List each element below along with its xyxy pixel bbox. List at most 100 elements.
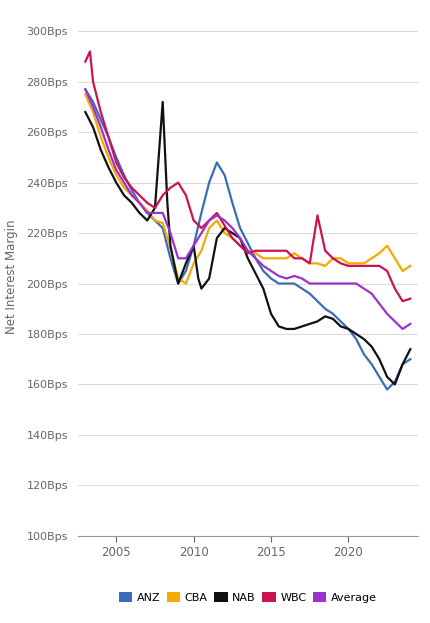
WBC: [183, 191, 188, 199]
ANZ: [276, 280, 281, 287]
WBC: [368, 262, 373, 270]
WBC: [190, 217, 196, 224]
NAB: [137, 209, 142, 217]
NAB: [345, 325, 350, 333]
WBC: [87, 48, 92, 55]
CBA: [98, 133, 103, 141]
CBA: [90, 108, 95, 116]
WBC: [237, 242, 242, 249]
NAB: [164, 199, 169, 207]
NAB: [307, 320, 312, 328]
Average: [106, 146, 111, 154]
Line: Average: Average: [85, 89, 409, 329]
NAB: [368, 343, 373, 350]
NAB: [337, 323, 342, 330]
Y-axis label: Net Interest Margin: Net Interest Margin: [5, 220, 18, 335]
WBC: [221, 222, 227, 229]
Average: [206, 217, 211, 224]
WBC: [152, 204, 157, 212]
ANZ: [299, 285, 304, 292]
NAB: [407, 345, 412, 353]
ANZ: [322, 305, 327, 313]
Average: [129, 191, 134, 199]
WBC: [376, 262, 381, 270]
Average: [175, 255, 180, 262]
NAB: [106, 164, 111, 171]
NAB: [322, 313, 327, 320]
NAB: [195, 275, 200, 282]
CBA: [129, 191, 134, 199]
Average: [283, 275, 289, 282]
Average: [252, 255, 258, 262]
ANZ: [214, 159, 219, 166]
Average: [221, 217, 227, 224]
NAB: [276, 323, 281, 330]
WBC: [283, 247, 289, 254]
Average: [345, 280, 350, 287]
WBC: [252, 247, 258, 254]
NAB: [160, 98, 165, 106]
WBC: [353, 262, 358, 270]
WBC: [167, 184, 172, 191]
Average: [368, 290, 373, 297]
Average: [167, 229, 172, 237]
CBA: [106, 154, 111, 161]
WBC: [214, 209, 219, 217]
Average: [329, 280, 335, 287]
CBA: [276, 255, 281, 262]
WBC: [391, 285, 396, 292]
Average: [276, 272, 281, 280]
CBA: [237, 242, 242, 249]
WBC: [260, 247, 265, 254]
Average: [322, 280, 327, 287]
WBC: [206, 217, 211, 224]
NAB: [167, 242, 172, 249]
CBA: [384, 242, 389, 249]
Average: [391, 318, 396, 325]
CBA: [376, 250, 381, 257]
Average: [183, 255, 188, 262]
NAB: [98, 146, 103, 154]
WBC: [114, 159, 119, 166]
CBA: [167, 244, 172, 252]
Average: [307, 280, 312, 287]
CBA: [137, 199, 142, 207]
ANZ: [307, 290, 312, 297]
WBC: [121, 174, 126, 181]
NAB: [183, 260, 188, 267]
CBA: [268, 255, 273, 262]
Average: [90, 103, 95, 111]
CBA: [329, 255, 335, 262]
NAB: [360, 335, 366, 343]
ANZ: [283, 280, 289, 287]
CBA: [114, 171, 119, 179]
Average: [360, 285, 366, 292]
ANZ: [376, 373, 381, 381]
ANZ: [121, 171, 126, 179]
CBA: [345, 260, 350, 267]
ANZ: [221, 171, 227, 179]
Average: [376, 300, 381, 308]
WBC: [322, 247, 327, 254]
ANZ: [83, 85, 88, 93]
NAB: [299, 323, 304, 330]
WBC: [245, 250, 250, 257]
ANZ: [237, 224, 242, 232]
CBA: [83, 90, 88, 98]
ANZ: [160, 224, 165, 232]
NAB: [245, 255, 250, 262]
ANZ: [268, 275, 273, 282]
Average: [144, 209, 150, 217]
NAB: [190, 242, 196, 249]
Average: [407, 320, 412, 328]
ANZ: [129, 186, 134, 194]
WBC: [314, 212, 319, 219]
ANZ: [206, 179, 211, 186]
CBA: [291, 250, 296, 257]
Average: [114, 166, 119, 174]
NAB: [314, 318, 319, 325]
ANZ: [175, 280, 180, 287]
NAB: [268, 310, 273, 318]
Line: NAB: NAB: [85, 102, 409, 384]
WBC: [307, 260, 312, 267]
